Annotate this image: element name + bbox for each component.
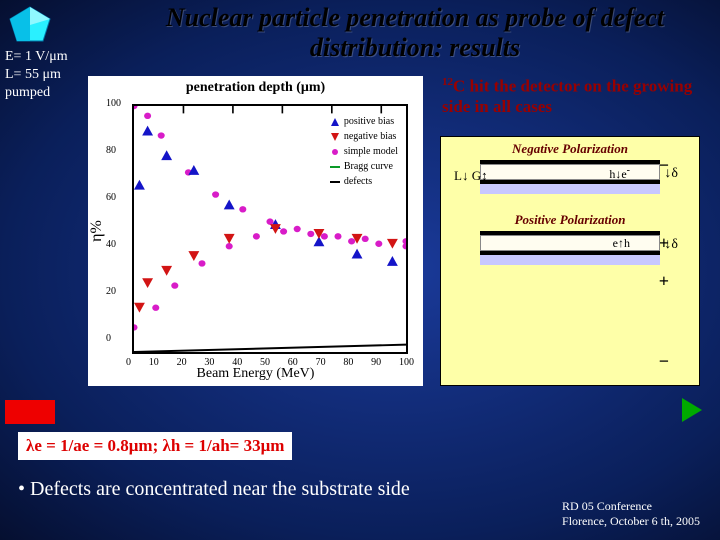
lambda-box: λe = 1/ae = 0.8μm; λh = 1/ah= 33μm (18, 432, 292, 460)
param-l: L= 55 μm (5, 66, 68, 84)
chart-xlabel: Beam Energy (MeV) (88, 366, 423, 382)
he-label-neg: h↓e- (609, 165, 630, 182)
parameters: E= 1 V/μm L= 55 μm pumped (5, 48, 68, 103)
device-neg: L↓ G↕ h↓e- ↓δ (480, 160, 660, 194)
diamond-logo (5, 5, 55, 45)
red-marker (5, 400, 55, 424)
footer-conf: RD 05 Conference (562, 499, 700, 515)
ann-delta-neg: ↓δ (664, 166, 678, 182)
eh-label-pos: e↑h (613, 236, 630, 251)
chart-title: penetration depth (μm) (88, 80, 423, 96)
chart-legend: positive bias negative bias simple model… (330, 114, 398, 189)
hit-note: 12C hit the detector on the growing side… (442, 76, 702, 117)
footer: RD 05 Conference Florence, October 6 th,… (562, 499, 700, 530)
pos-pol-label: Positive Polarization (441, 212, 699, 228)
chart-yticks: 100806040200 (106, 98, 121, 344)
next-arrow[interactable] (682, 398, 702, 422)
conclusion-bullet: • Defects are concentrated near the subs… (18, 478, 410, 501)
chart-plot-area: 100806040200 0102030405060708090100 posi… (132, 104, 408, 354)
plus-sign-2: + (659, 271, 669, 292)
param-pumped: pumped (5, 84, 68, 102)
device-pos: e↑h ↓δ (480, 231, 660, 265)
param-e: E= 1 V/μm (5, 48, 68, 66)
chart: penetration depth (μm) η% 100806040200 0… (88, 76, 423, 386)
footer-date: Florence, October 6 th, 2005 (562, 514, 700, 530)
polarization-diagram: Negative Polarization − L↓ G↕ h↓e- ↓δ + … (440, 136, 700, 386)
ann-L: L↓ G↕ (454, 168, 488, 184)
ann-delta-pos: ↓δ (664, 237, 678, 253)
minus-sign-2: − (659, 351, 669, 372)
slide-title: Nuclear particle penetration as probe of… (130, 3, 700, 63)
chart-ylabel: η% (88, 220, 106, 242)
